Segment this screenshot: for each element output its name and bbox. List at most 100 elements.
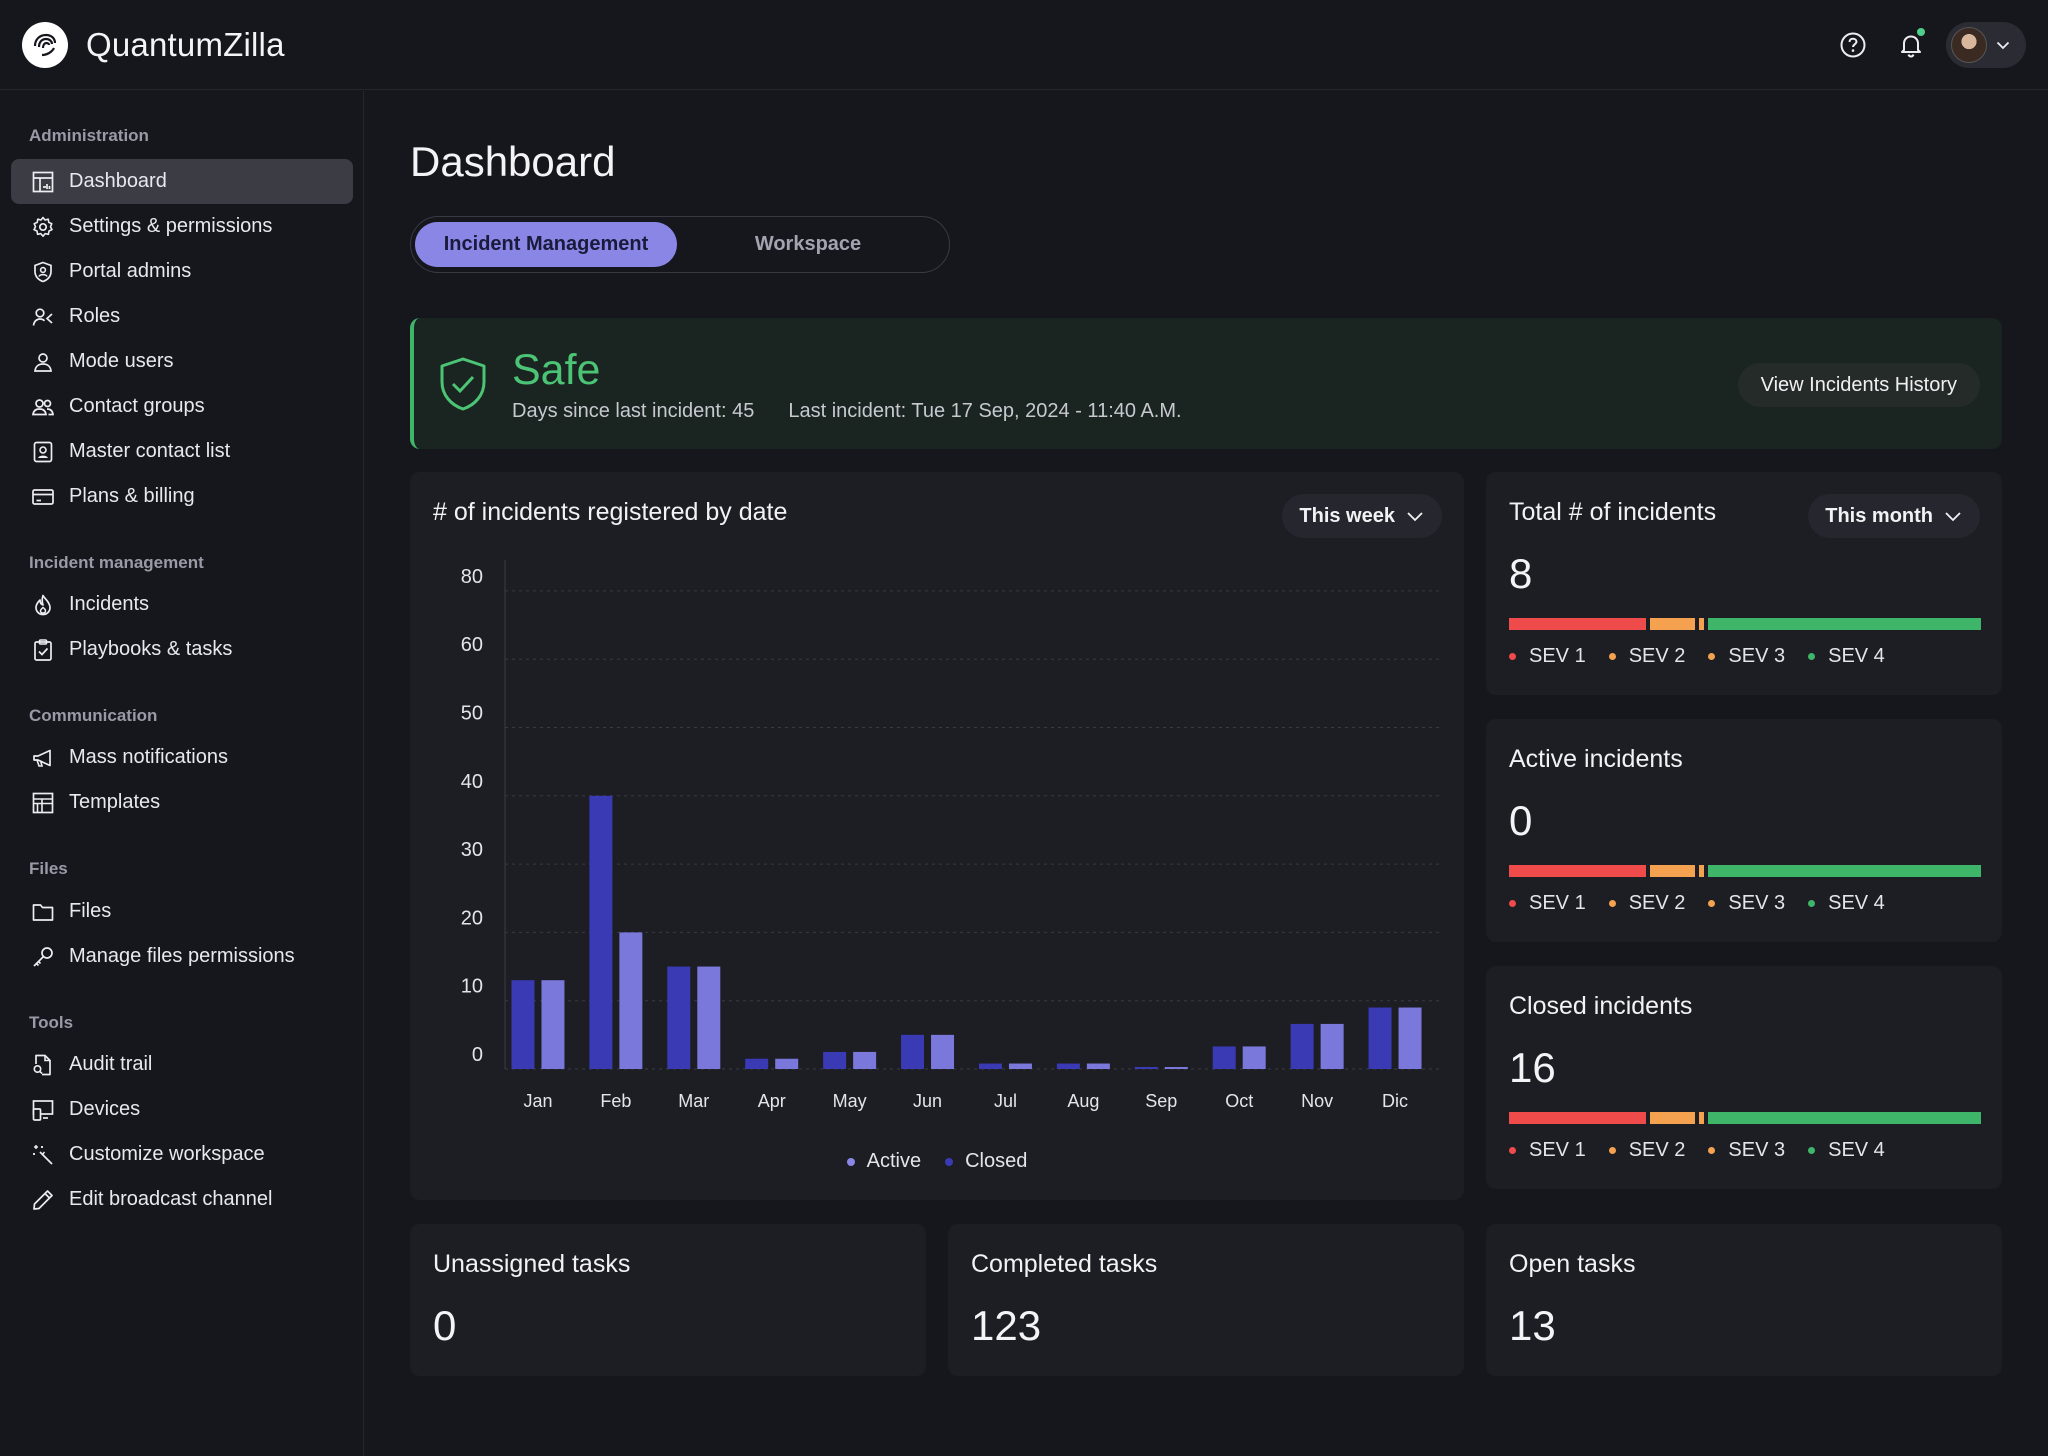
bar-closed-may: [853, 1051, 877, 1069]
notification-dot: [1917, 28, 1925, 36]
tab-workspace[interactable]: Workspace: [754, 233, 862, 255]
card-title: Closed incidents: [1509, 992, 1693, 1020]
bar-active-aug: [1056, 1063, 1080, 1069]
safety-status-banner: Safe Days since last incident: 45 Last in…: [410, 318, 2002, 449]
bar-active-jan: [511, 980, 535, 1069]
sidebar-item-label: Master contact list: [69, 440, 231, 462]
x-tick-label: Mar: [678, 1091, 709, 1111]
sidebar-item-devices[interactable]: Devices: [11, 1087, 353, 1132]
sidebar-item-label: Settings & permissions: [69, 215, 273, 237]
sev2-legend: SEV 2: [1608, 1139, 1685, 1162]
card-title: Open tasks: [1509, 1250, 1636, 1278]
contact-card-icon: [30, 439, 56, 465]
legend-dot: [1808, 1147, 1816, 1154]
bar-closed-apr: [775, 1058, 799, 1069]
sidebar-item-edit-broadcast-channel[interactable]: Edit broadcast channel: [11, 1177, 353, 1222]
x-tick-label: Jul: [994, 1091, 1017, 1111]
incidents-chart-card: # of incidents registered by date This w…: [410, 472, 1464, 1200]
y-tick-label: 60: [461, 634, 483, 656]
sidebar-item-templates[interactable]: Templates: [11, 780, 353, 825]
sidebar-group-incident-management: Incident management: [29, 553, 204, 572]
sev3-segment: [1699, 865, 1704, 877]
sidebar-item-files[interactable]: Files: [11, 889, 353, 934]
bar-active-jul: [978, 1063, 1002, 1069]
sidebar-item-portal-admins[interactable]: Portal admins: [11, 249, 353, 294]
x-tick-label: Jun: [913, 1091, 942, 1111]
sidebar-item-label: Portal admins: [69, 260, 192, 282]
legend-label: SEV 4: [1828, 892, 1885, 914]
sidebar-item-audit-trail[interactable]: Audit trail: [11, 1042, 353, 1087]
total-period-dropdown[interactable]: This month: [1808, 494, 1980, 538]
sidebar-item-incidents[interactable]: Incidents: [11, 582, 353, 627]
key-icon: [30, 944, 56, 970]
roles-icon: [30, 304, 56, 330]
open-tasks-card[interactable]: Open tasks 13: [1486, 1224, 2002, 1376]
sidebar-item-playbooks-tasks[interactable]: Playbooks & tasks: [11, 627, 353, 672]
sidebar-item-roles[interactable]: Roles: [11, 294, 353, 339]
legend-label: Active: [866, 1150, 922, 1172]
view-incidents-history-button[interactable]: View Incidents History: [1737, 363, 1980, 407]
legend-dot: [1608, 900, 1616, 907]
status-title: Safe: [512, 346, 601, 394]
completed-tasks-card[interactable]: Completed tasks 123: [948, 1224, 1464, 1376]
y-tick-label: 50: [461, 703, 483, 725]
sidebar-item-label: Templates: [69, 791, 161, 813]
legend-label: SEV 2: [1628, 892, 1686, 914]
bar-closed-nov: [1320, 1023, 1344, 1069]
sidebar-item-label: Customize workspace: [69, 1143, 265, 1165]
notifications-bell-icon[interactable]: [1888, 22, 1934, 68]
user-menu-button[interactable]: [1946, 22, 2026, 68]
sidebar-item-dashboard[interactable]: Dashboard: [11, 159, 353, 204]
severity-bar: [1509, 618, 1981, 630]
app-name: QuantumZilla: [86, 26, 285, 63]
y-tick-label: 80: [461, 566, 483, 588]
sidebar-item-label: Audit trail: [69, 1053, 153, 1075]
legend-label: SEV 4: [1828, 1139, 1885, 1161]
dropdown-label: This month: [1825, 504, 1933, 527]
bar-closed-mar: [697, 966, 721, 1069]
chart-legend: Active Closed: [410, 1150, 1464, 1173]
sidebar-item-master-contact-list[interactable]: Master contact list: [11, 429, 353, 474]
legend-label: SEV 1: [1529, 892, 1586, 914]
bar-closed-sep: [1164, 1067, 1188, 1069]
severity-bar: [1509, 1112, 1981, 1124]
severity-legend: SEV 1 SEV 2 SEV 3 SEV 4: [1509, 645, 1908, 668]
legend-dot: [945, 1157, 954, 1166]
unassigned-tasks-card[interactable]: Unassigned tasks 0: [410, 1224, 926, 1376]
legend-label: SEV 3: [1728, 1139, 1786, 1161]
help-icon[interactable]: [1830, 22, 1876, 68]
sidebar-item-label: Edit broadcast channel: [69, 1188, 273, 1210]
unassigned-tasks-value: 0: [433, 1302, 457, 1349]
legend-dot: [1608, 653, 1616, 660]
sev3-segment: [1699, 618, 1704, 630]
tab-incident-management[interactable]: Incident Management: [415, 222, 677, 267]
legend-dot: [1608, 1147, 1616, 1154]
gear-icon: [30, 214, 56, 240]
sidebar: Administration Dashboard Settings & perm…: [0, 91, 364, 1456]
card-title: Completed tasks: [971, 1250, 1158, 1278]
last-incident-date: Last incident: Tue 17 Sep, 2024 - 11:40 …: [788, 400, 1182, 422]
sev1-legend: SEV 1: [1509, 892, 1586, 915]
sidebar-item-manage-files-permissions[interactable]: Manage files permissions: [11, 934, 353, 979]
brand[interactable]: QuantumZilla: [22, 22, 285, 68]
y-tick-label: 40: [461, 771, 483, 793]
status-details: Days since last incident: 45 Last inciden…: [512, 400, 1182, 423]
bar-closed-feb: [619, 932, 643, 1069]
legend-dot: [1509, 653, 1516, 660]
sev3-legend: SEV 3: [1708, 1139, 1785, 1162]
sidebar-item-settings[interactable]: Settings & permissions: [11, 204, 353, 249]
legend-label: SEV 3: [1728, 645, 1786, 667]
sev2-segment: [1650, 1112, 1695, 1124]
dashboard-icon: [30, 169, 56, 195]
sev1-legend: SEV 1: [1509, 645, 1586, 668]
sidebar-item-mode-users[interactable]: Mode users: [11, 339, 353, 384]
sev1-segment: [1509, 618, 1646, 630]
sidebar-item-mass-notifications[interactable]: Mass notifications: [11, 735, 353, 780]
sidebar-item-plans-billing[interactable]: Plans & billing: [11, 474, 353, 519]
devices-icon: [30, 1097, 56, 1123]
active-incidents-card: Active incidents 0 SEV 1 SEV 2 SEV 3 SEV…: [1486, 719, 2002, 942]
sidebar-item-customize-workspace[interactable]: Customize workspace: [11, 1132, 353, 1177]
sidebar-item-contact-groups[interactable]: Contact groups: [11, 384, 353, 429]
severity-legend: SEV 1 SEV 2 SEV 3 SEV 4: [1509, 892, 1908, 915]
chart-period-dropdown[interactable]: This week: [1282, 494, 1442, 538]
